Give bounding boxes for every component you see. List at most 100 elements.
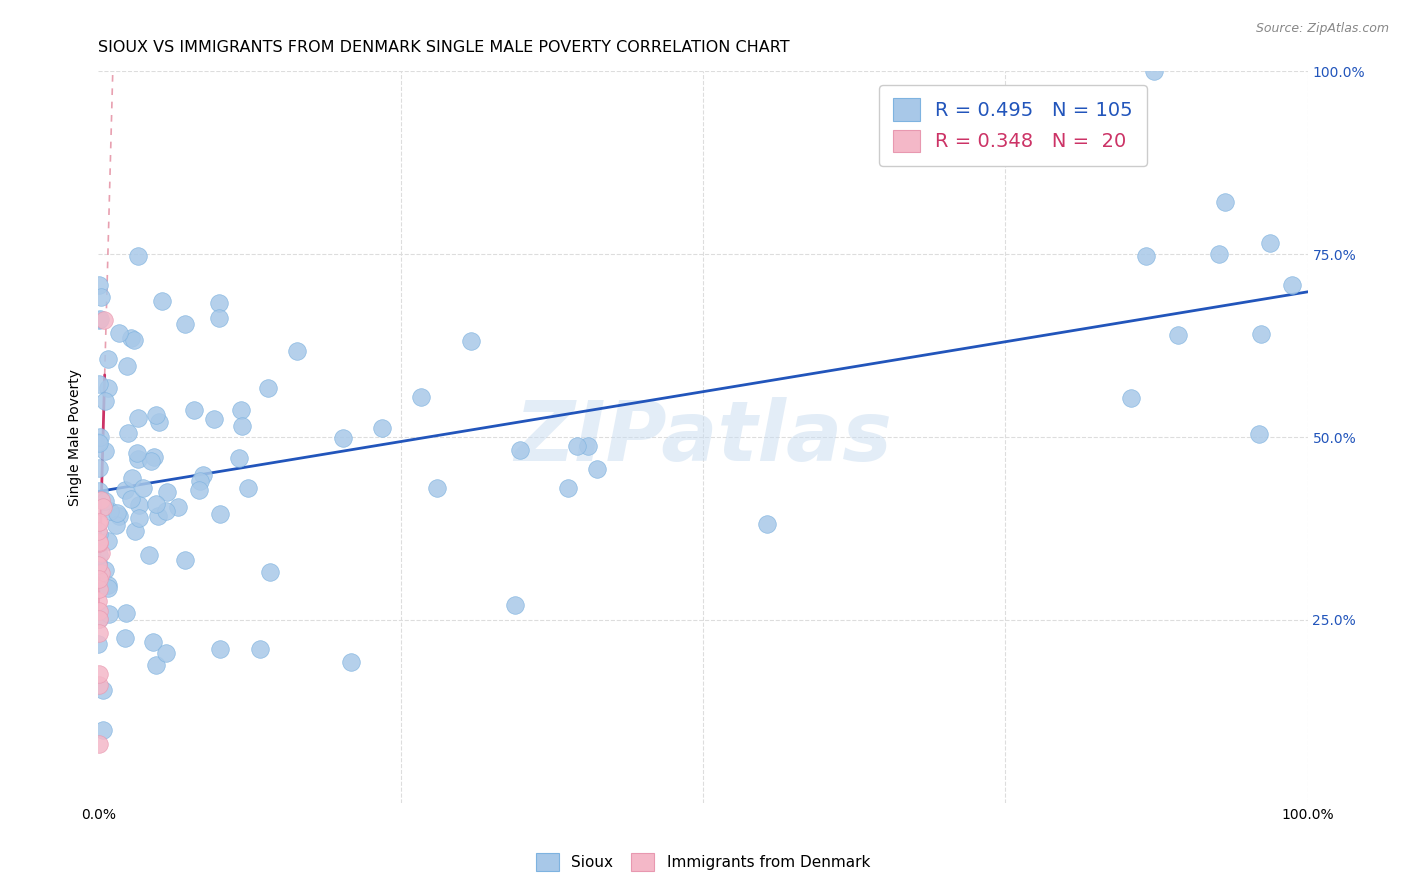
Point [91,500,114,514]
Point [108,326,131,340]
Legend: Sioux, Immigrants from Denmark: Sioux, Immigrants from Denmark [530,847,876,877]
Point [98,607,121,622]
Point [89,435,111,450]
Point [139,453,162,467]
Point [145,658,167,673]
Point [1135,249,1157,263]
Point [87,558,110,572]
Point [340,655,363,669]
Point [121,471,143,485]
Point [142,635,165,649]
Point [145,408,167,422]
Point [208,641,231,656]
Point [94,444,117,458]
Point [208,295,231,310]
Point [90,566,112,580]
Point [97,381,120,395]
Point [208,311,231,326]
Point [257,381,280,395]
Point [128,511,150,525]
Text: SIOUX VS IMMIGRANTS FROM DENMARK SINGLE MALE POVERTY CORRELATION CHART: SIOUX VS IMMIGRANTS FROM DENMARK SINGLE … [98,40,790,55]
Point [145,497,167,511]
Point [105,506,128,520]
Point [87,666,110,681]
Point [117,359,139,374]
Point [89,461,111,475]
Point [121,491,143,506]
Point [1121,391,1143,405]
Point [94,563,117,577]
Point [128,498,150,512]
Point [98,504,121,518]
Point [91,723,114,737]
Point [585,462,607,476]
Point [202,411,225,425]
Point [188,483,211,497]
Point [127,452,149,467]
Point [87,737,110,751]
Point [509,442,531,457]
Point [107,508,129,523]
Point [1143,64,1166,78]
Point [138,548,160,562]
Point [565,440,588,454]
Point [87,524,110,539]
Point [259,565,281,579]
Legend: R = 0.495   N = 105, R = 0.348   N =  20: R = 0.495 N = 105, R = 0.348 N = 20 [879,85,1147,166]
Point [208,508,231,522]
Point [87,556,110,570]
Point [132,481,155,495]
Point [89,313,111,327]
Y-axis label: Single Male Poverty: Single Male Poverty [69,368,83,506]
Point [104,518,127,533]
Point [370,420,392,434]
Point [1250,326,1272,341]
Point [91,683,114,698]
Point [90,290,112,304]
Point [155,504,177,518]
Point [173,317,195,331]
Point [89,312,111,326]
Point [97,352,120,367]
Point [174,553,197,567]
Point [755,516,778,531]
Point [93,313,115,327]
Point [87,637,110,651]
Point [127,249,149,263]
Point [166,500,188,515]
Point [87,527,110,541]
Point [87,549,110,563]
Point [557,481,579,495]
Point [127,410,149,425]
Point [87,278,110,293]
Point [97,581,120,595]
Point [576,439,599,453]
Point [125,446,148,460]
Point [87,677,110,691]
Point [120,331,142,345]
Point [1258,236,1281,251]
Point [87,535,110,549]
Point [460,334,482,348]
Point [1208,247,1230,261]
Point [148,415,170,429]
Point [156,485,179,500]
Point [122,333,145,347]
Point [193,468,215,483]
Point [229,403,252,417]
Point [411,390,433,404]
Point [332,431,354,445]
Point [183,403,205,417]
Text: Source: ZipAtlas.com: Source: ZipAtlas.com [1256,22,1389,36]
Point [114,483,136,497]
Point [87,515,110,529]
Point [285,343,308,358]
Point [150,294,173,309]
Point [143,450,166,464]
Point [87,534,110,549]
Point [115,606,138,620]
Point [87,484,110,499]
Text: ZIPatlas: ZIPatlas [515,397,891,477]
Point [231,418,253,433]
Point [114,631,136,645]
